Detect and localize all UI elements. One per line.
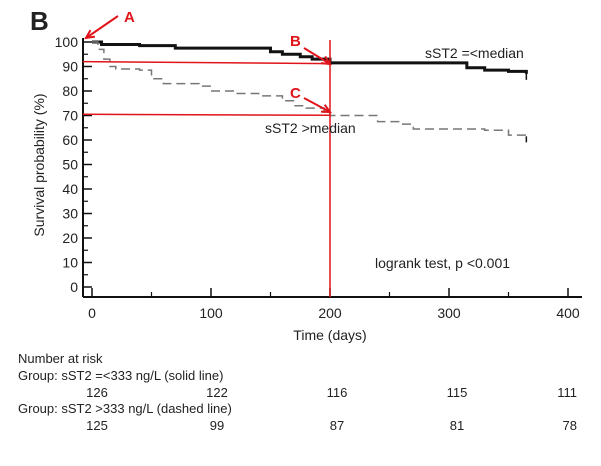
- x-tick-label: 300: [437, 305, 461, 321]
- panel-label: B: [30, 6, 49, 36]
- marker-label: A: [124, 9, 135, 26]
- y-tick-label: 10: [62, 255, 78, 271]
- risk-count: 126: [86, 385, 108, 400]
- marker-label: C: [290, 85, 301, 102]
- x-tick-label: 200: [318, 305, 342, 321]
- risk-table-title: Number at risk: [18, 351, 103, 366]
- risk-count: 115: [447, 385, 468, 400]
- risk-count: 87: [330, 418, 344, 433]
- arrowhead-icon: [320, 104, 333, 114]
- legend-dashed-label: sST2 >median: [265, 120, 356, 136]
- arrow-a: [85, 15, 119, 39]
- risk-count: 111: [557, 385, 577, 400]
- x-tick-label: 0: [88, 305, 96, 321]
- y-tick-label: 80: [62, 83, 78, 99]
- marker-label: B: [290, 33, 301, 50]
- logrank-annotation: logrank test, p <0.001: [375, 255, 510, 271]
- risk-group-2-label: Group: sST2 >333 ng/L (dashed line): [18, 401, 232, 416]
- x-tick-label: 400: [556, 305, 580, 321]
- risk-count: 125: [86, 418, 108, 433]
- y-tick-label: 90: [62, 59, 78, 75]
- arrow-b: [303, 47, 331, 65]
- y-tick-label: 70: [62, 108, 78, 124]
- arrowhead-icon: [84, 29, 96, 40]
- y-tick-label: 0: [70, 279, 78, 295]
- y-axis-label: Survival probability (%): [31, 93, 47, 236]
- arrow-c: [303, 97, 331, 113]
- reference-line-b: [82, 60, 331, 65]
- y-tick-label: 50: [62, 157, 78, 173]
- reference-line-c: [82, 113, 331, 117]
- survival-curve-solid: [92, 40, 528, 74]
- legend-solid-label: sST2 =<median: [425, 45, 524, 61]
- x-axis-label: Time (days): [293, 327, 366, 343]
- risk-count: 122: [206, 385, 228, 400]
- risk-count: 99: [210, 418, 224, 433]
- survival-curve-dashed: [92, 41, 528, 137]
- risk-count: 116: [327, 385, 348, 400]
- risk-count: 81: [450, 418, 464, 433]
- y-tick-label: 100: [55, 34, 79, 50]
- risk-count: 78: [563, 418, 577, 433]
- y-tick-label: 30: [62, 206, 78, 222]
- risk-group-1-label: Group: sST2 =<333 ng/L (solid line): [18, 368, 223, 383]
- x-tick-label: 100: [199, 305, 223, 321]
- arrowhead-icon: [320, 55, 332, 66]
- y-tick-label: 20: [62, 230, 78, 246]
- y-tick-label: 40: [62, 181, 78, 197]
- y-tick-label: 60: [62, 132, 78, 148]
